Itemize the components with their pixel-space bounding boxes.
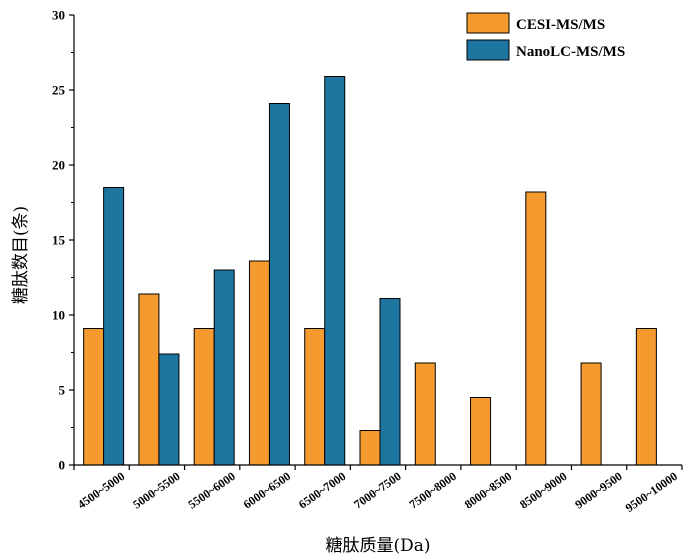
bar-cesi-1 [138,293,160,466]
bar-cesi-2 [193,328,215,466]
y-tick-label: 25 [52,83,66,98]
bars-layer [83,76,657,466]
bar-nanolc-0 [103,187,125,466]
x-tick-label: 9500~10000 [623,469,680,515]
y-tick-label: 5 [59,383,66,398]
bar-cesi-8 [525,191,547,466]
bar-cesi-4 [304,328,326,466]
bar-nanolc-5 [379,298,401,466]
x-tick-label: 7000~7500 [351,469,403,512]
legend-label-cesi: CESI-MS/MS [516,17,605,33]
bar-nanolc-3 [268,103,290,466]
bar-nanolc-1 [158,353,180,466]
x-tick-label: 6000~6500 [241,469,293,512]
y-tick-label: 30 [52,8,65,23]
x-tick-label: 5500~6000 [185,469,237,512]
bar-cesi-3 [248,260,270,466]
bar-cesi-5 [359,430,381,466]
bar-nanolc-4 [324,76,346,466]
legend: CESI-MS/MS NanoLC-MS/MS [466,12,625,61]
x-tick-label: 5000~5500 [130,469,182,512]
x-ticks: 4500~5000 5000~5500 5500~6000 6000~6500 6500… [73,465,683,515]
x-tick-label: 6500~7000 [296,469,348,512]
x-tick-label: 4500~5000 [75,469,127,512]
x-tick-label: 9000~9500 [572,469,624,512]
legend-swatch-nanolc [466,39,510,61]
bar-cesi-9 [580,362,602,466]
y-tick-label: 10 [52,308,65,323]
bar-cesi-6 [414,362,436,466]
y-ticks: 0 5 10 15 20 25 30 [52,8,74,473]
bar-nanolc-2 [213,269,235,466]
y-tick-label: 15 [52,233,66,248]
x-tick-label: 7500~8000 [407,469,459,512]
legend-label-nanolc: NanoLC-MS/MS [516,44,625,60]
bar-cesi-10 [635,328,657,466]
x-axis-title: 糖肽质量(Da) [325,536,430,556]
legend-swatch-cesi [466,12,510,34]
x-tick-label: 8500~9000 [517,469,569,512]
y-axis-title: 糖肽数目(条) [11,206,31,304]
bar-cesi-7 [470,397,492,466]
y-tick-label: 20 [52,158,65,173]
y-tick-label: 0 [59,458,66,473]
bar-cesi-0 [83,328,105,466]
x-tick-label: 8000~8500 [462,469,514,512]
